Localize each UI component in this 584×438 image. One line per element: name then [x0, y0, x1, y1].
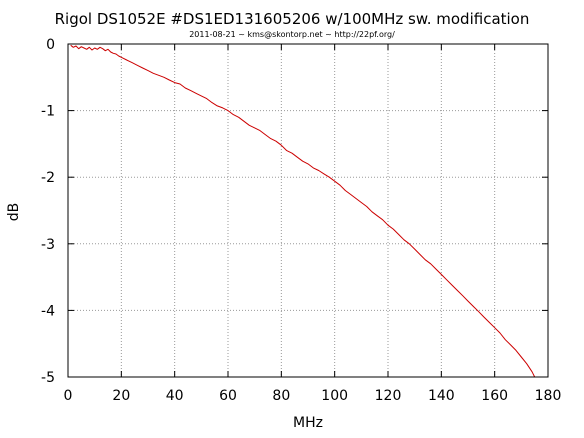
x-tick-labels: 0 20 40 60 80 100 120 140 160 180	[64, 388, 562, 404]
plot-frame	[67, 43, 549, 378]
series-line-0	[70, 44, 536, 378]
y-tick-label: -3	[41, 237, 55, 253]
y-tick-label: -1	[41, 104, 55, 120]
x-tick-label: 160	[481, 388, 508, 404]
x-tick-label: 180	[535, 388, 562, 404]
y-tick-label: 0	[46, 37, 55, 53]
grid	[68, 44, 548, 377]
y-axis-label: dB	[6, 203, 22, 222]
x-tick-label: 80	[272, 388, 290, 404]
x-tick-label: 140	[428, 388, 455, 404]
x-axis-label: MHz	[293, 415, 323, 431]
x-tick-label: 100	[321, 388, 348, 404]
tick-marks	[67, 43, 549, 378]
x-tick-label: 0	[64, 388, 73, 404]
chart-subtitle: 2011-08-21 ~ kms@skontorp.net ~ http://2…	[189, 30, 395, 39]
x-tick-label: 120	[375, 388, 402, 404]
y-tick-labels: 0 -1 -2 -3 -4 -5	[41, 37, 55, 386]
y-tick-label: -2	[41, 170, 55, 186]
x-tick-label: 20	[112, 388, 130, 404]
series-group	[70, 44, 536, 378]
x-tick-label: 40	[166, 388, 184, 404]
y-tick-label: -4	[41, 303, 55, 319]
chart-title: Rigol DS1052E #DS1ED131605206 w/100MHz s…	[55, 10, 530, 28]
y-tick-label: -5	[41, 370, 55, 386]
x-tick-label: 60	[219, 388, 237, 404]
